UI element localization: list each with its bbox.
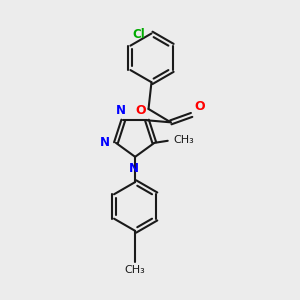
Text: Cl: Cl (133, 28, 146, 41)
Text: O: O (195, 100, 205, 113)
Text: CH₃: CH₃ (125, 265, 146, 275)
Text: CH₃: CH₃ (174, 135, 194, 145)
Text: N: N (100, 136, 110, 149)
Text: N: N (116, 104, 126, 117)
Text: O: O (136, 104, 146, 117)
Text: N: N (129, 162, 139, 175)
